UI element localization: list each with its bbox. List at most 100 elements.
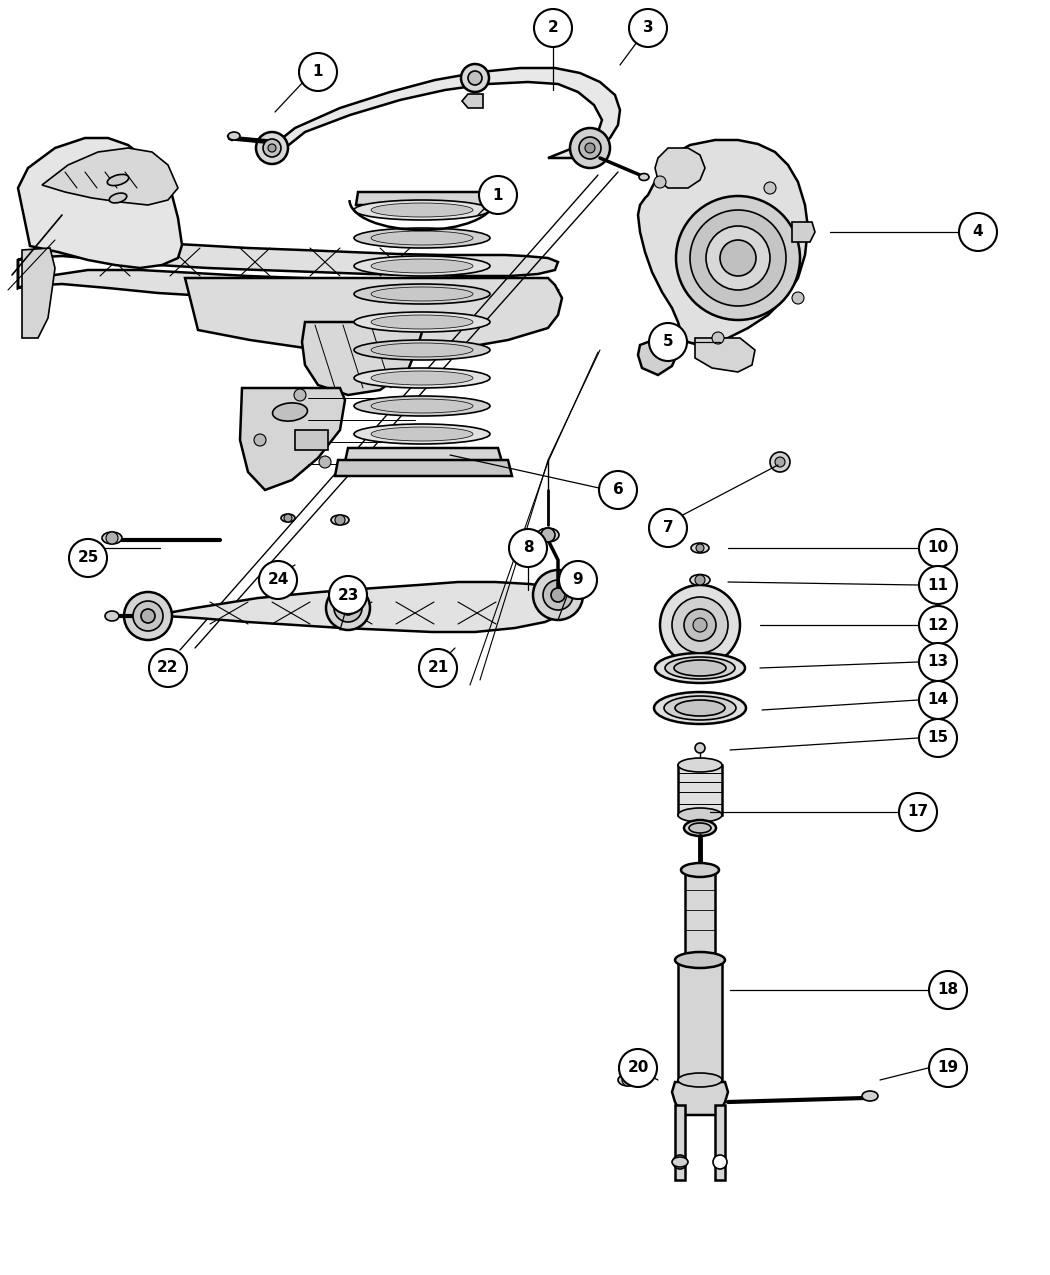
Polygon shape — [270, 68, 620, 158]
Polygon shape — [685, 870, 715, 960]
Circle shape — [660, 585, 740, 666]
Text: 10: 10 — [927, 541, 948, 556]
Ellipse shape — [354, 200, 490, 221]
Text: 8: 8 — [523, 541, 533, 556]
Ellipse shape — [654, 692, 746, 724]
Ellipse shape — [674, 660, 726, 676]
Circle shape — [712, 332, 724, 344]
Ellipse shape — [281, 514, 295, 521]
Text: 15: 15 — [927, 731, 948, 746]
Ellipse shape — [331, 515, 349, 525]
Circle shape — [775, 456, 785, 467]
Circle shape — [479, 176, 517, 214]
Ellipse shape — [678, 1074, 722, 1088]
Ellipse shape — [371, 315, 472, 329]
Ellipse shape — [639, 173, 649, 181]
Circle shape — [259, 561, 297, 599]
Circle shape — [622, 1074, 634, 1086]
Text: 6: 6 — [612, 482, 624, 497]
Polygon shape — [715, 1105, 724, 1179]
Ellipse shape — [354, 228, 490, 249]
Circle shape — [551, 588, 565, 602]
Circle shape — [329, 576, 367, 615]
Polygon shape — [356, 193, 490, 205]
Polygon shape — [675, 1105, 685, 1179]
Polygon shape — [638, 140, 808, 346]
Polygon shape — [345, 448, 502, 462]
Ellipse shape — [354, 425, 490, 444]
Circle shape — [684, 609, 716, 641]
Ellipse shape — [109, 193, 127, 203]
Ellipse shape — [678, 808, 722, 822]
Polygon shape — [695, 338, 755, 372]
Circle shape — [695, 575, 705, 585]
Ellipse shape — [684, 820, 716, 836]
Circle shape — [919, 606, 957, 644]
Text: 22: 22 — [158, 660, 179, 676]
Circle shape — [141, 609, 155, 623]
Ellipse shape — [371, 259, 472, 273]
Circle shape — [335, 515, 345, 525]
Circle shape — [326, 586, 370, 630]
Circle shape — [713, 1155, 727, 1169]
Circle shape — [585, 143, 595, 153]
Ellipse shape — [102, 532, 122, 544]
Ellipse shape — [371, 399, 472, 413]
Polygon shape — [140, 581, 572, 632]
Ellipse shape — [107, 175, 129, 186]
Ellipse shape — [354, 340, 490, 360]
Circle shape — [919, 681, 957, 719]
Circle shape — [629, 9, 667, 47]
Circle shape — [69, 539, 107, 578]
Ellipse shape — [691, 543, 709, 553]
Polygon shape — [678, 960, 722, 1080]
Ellipse shape — [371, 287, 472, 301]
Circle shape — [543, 580, 573, 609]
Polygon shape — [22, 249, 55, 338]
Circle shape — [676, 196, 800, 320]
Text: 18: 18 — [938, 983, 959, 997]
Ellipse shape — [371, 343, 472, 357]
Circle shape — [541, 528, 555, 542]
Polygon shape — [18, 138, 182, 268]
Polygon shape — [655, 148, 705, 187]
Text: 12: 12 — [927, 617, 948, 632]
Polygon shape — [792, 222, 815, 242]
Circle shape — [299, 54, 337, 91]
Circle shape — [693, 618, 707, 632]
Text: 9: 9 — [572, 572, 584, 588]
Text: 1: 1 — [313, 65, 323, 79]
Ellipse shape — [371, 427, 472, 441]
Text: 25: 25 — [78, 551, 99, 566]
Ellipse shape — [228, 133, 240, 140]
Polygon shape — [672, 1082, 728, 1116]
Ellipse shape — [354, 368, 490, 388]
Polygon shape — [302, 323, 422, 395]
Circle shape — [133, 601, 163, 631]
Polygon shape — [295, 430, 328, 450]
Circle shape — [919, 643, 957, 681]
Text: 4: 4 — [972, 224, 983, 240]
Circle shape — [294, 389, 306, 402]
Circle shape — [124, 592, 172, 640]
Ellipse shape — [689, 822, 711, 833]
Circle shape — [649, 509, 687, 547]
Polygon shape — [335, 460, 512, 476]
Circle shape — [673, 1155, 687, 1169]
Circle shape — [959, 213, 998, 251]
Text: 3: 3 — [643, 20, 653, 36]
Ellipse shape — [665, 657, 735, 680]
Ellipse shape — [618, 1074, 638, 1086]
Circle shape — [649, 323, 687, 361]
Ellipse shape — [354, 397, 490, 416]
Ellipse shape — [675, 952, 724, 968]
Ellipse shape — [354, 312, 490, 332]
Text: 2: 2 — [548, 20, 559, 36]
Polygon shape — [18, 242, 558, 303]
Circle shape — [919, 529, 957, 567]
Ellipse shape — [354, 284, 490, 303]
Circle shape — [792, 292, 804, 303]
Ellipse shape — [354, 256, 490, 275]
Text: 23: 23 — [337, 588, 359, 603]
Ellipse shape — [675, 700, 724, 717]
